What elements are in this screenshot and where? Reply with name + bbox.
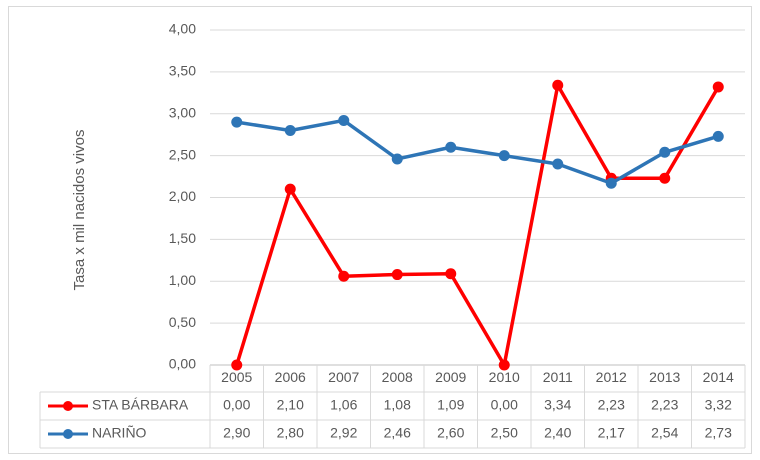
y-tick-label: 3,00 [169,104,196,120]
data-table-value: 1,09 [437,397,464,413]
point-marker [605,177,617,189]
point-marker [338,270,350,282]
legend-label: STA BÁRBARA [92,397,189,413]
legend-marker [63,429,73,439]
x-tick-label: 2014 [703,369,734,385]
data-table-value: 2,54 [651,425,678,441]
point-marker [712,130,724,142]
data-table-value: 3,32 [705,397,732,413]
data-table-value: 0,00 [223,397,250,413]
x-tick-label: 2009 [435,369,466,385]
y-tick-label: 1,00 [169,272,196,288]
y-tick-label: 2,50 [169,146,196,162]
y-tick-label: 1,50 [169,230,196,246]
data-table-value: 2,60 [437,425,464,441]
point-marker [498,359,510,371]
y-tick-label: 4,00 [169,21,196,37]
point-marker [552,158,564,170]
data-table-value: 0,00 [491,397,518,413]
x-tick-label: 2010 [489,369,520,385]
x-tick-label: 2005 [221,369,252,385]
point-marker [231,116,243,128]
data-table-value: 2,90 [223,425,250,441]
point-marker [498,150,510,162]
data-table-value: 1,06 [330,397,357,413]
point-marker [284,125,296,136]
x-tick-label: 2007 [328,369,359,385]
data-table-value: 2,17 [598,425,625,441]
data-table-value: 1,08 [384,397,411,413]
y-tick-label: 0,00 [169,356,196,372]
point-marker [712,81,724,93]
x-tick-label: 2013 [649,369,680,385]
point-marker [391,153,403,165]
point-marker [231,359,243,371]
point-marker [445,141,457,153]
x-tick-label: 2011 [543,369,573,385]
legend-label: NARIÑO [92,425,147,441]
x-tick-label: 2012 [596,369,627,385]
chart-frame [8,6,752,454]
y-tick-label: 0,50 [169,314,196,330]
point-marker [391,269,403,281]
data-table-value: 2,23 [598,397,625,413]
point-marker [338,114,350,126]
data-table-value: 2,10 [277,397,304,413]
point-marker [445,268,457,280]
point-marker [284,183,296,195]
series-line [236,118,719,186]
data-table-value: 2,73 [705,425,732,441]
data-table-value: 2,92 [330,425,357,441]
legend-marker [63,401,73,411]
y-tick-label: 3,50 [169,63,196,79]
data-table-value: 2,50 [491,425,518,441]
data-table-value: 2,80 [277,425,304,441]
point-marker [659,146,671,158]
point-marker [659,172,671,184]
data-table-value: 3,34 [544,397,571,413]
y-axis-title: Tasa x mil nacidos vivos [71,130,88,291]
x-tick-label: 2006 [275,369,306,385]
data-table-value: 2,46 [384,425,411,441]
series-line [235,83,720,367]
data-table-value: 2,40 [544,425,571,441]
y-tick-label: 2,00 [169,188,196,204]
point-marker [552,79,564,91]
data-table-value: 2,23 [651,397,678,413]
x-tick-label: 2008 [382,369,413,385]
